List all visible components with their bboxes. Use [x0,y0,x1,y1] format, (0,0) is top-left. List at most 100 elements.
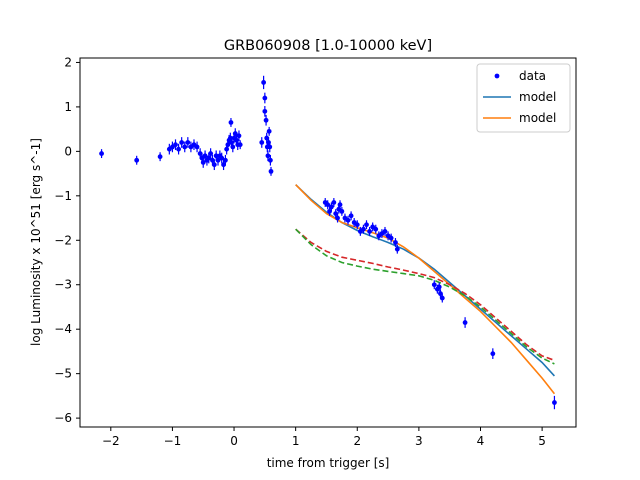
data-marker [382,228,388,234]
data-marker [236,133,242,139]
series-line-1 [295,184,556,395]
series-line-3 [295,228,555,365]
x-tick-label: −1 [164,434,182,448]
data-marker [194,144,200,150]
data-marker [364,222,369,228]
data-marker [215,157,221,163]
data-point [337,200,343,210]
x-tick-label: 2 [353,434,361,448]
data-point [157,152,163,162]
data-marker [200,160,206,165]
data-point [134,155,140,165]
data-marker [439,295,445,301]
data-point [361,224,366,234]
data-marker [552,400,557,405]
legend-label: model [519,90,556,104]
data-marker [325,202,331,208]
data-point [179,137,185,148]
data-marker [228,120,234,125]
data-marker [267,157,273,163]
data-marker [221,162,226,168]
data-marker [339,208,345,214]
data-marker [367,228,372,234]
data-point [431,280,437,290]
y-tick-label: 2 [64,55,72,69]
data-point [236,130,242,142]
data-marker [173,142,178,148]
data-marker [219,155,225,161]
chart-title: GRB060908 [1.0-10000 keV] [224,38,432,54]
data-point [436,282,442,292]
data-point [394,244,400,254]
data-marker [333,211,339,217]
data-point [211,159,217,171]
data-point [200,157,206,168]
data-marker [335,215,340,221]
legend-label: data [519,69,546,83]
data-point [373,224,379,234]
data-point [328,202,334,212]
data-marker [327,208,332,214]
data-point [262,106,268,117]
y-tick-label: −5 [54,367,72,381]
data-point [345,215,351,225]
data-point [173,139,178,151]
y-tick-label: −2 [54,233,72,247]
data-point [99,149,104,159]
y-tick-label: −3 [54,278,72,292]
data-point [439,293,445,303]
data-marker [265,153,271,159]
x-axis-ticks: −2 −1 0 1 2 3 4 5 [102,427,546,448]
data-marker [185,140,191,145]
data-marker [134,157,140,163]
legend-label: model [519,111,556,125]
data-marker [230,144,236,150]
legend-box [476,63,571,133]
data-point [266,126,272,136]
data-point [367,226,372,236]
data-point [348,211,354,221]
series-line-2 [295,228,555,362]
y-tick-label: −1 [54,189,72,203]
data-marker [328,204,334,210]
data-marker [223,157,228,163]
data-marker [337,202,343,208]
data-marker [268,168,274,174]
data-marker [262,95,268,101]
data-point [393,238,398,247]
data-point [382,226,388,236]
data-marker [208,151,214,156]
data-marker [462,320,468,325]
data-marker [237,142,243,148]
data-marker [267,144,273,150]
x-axis-label: time from trigger [s] [267,456,390,470]
data-point [354,220,360,230]
data-point [265,150,271,162]
y-axis-ticks: −6 −5 −4 −3 −2 −1 0 1 2 [54,55,80,425]
data-marker [373,226,379,232]
data-marker [210,157,215,163]
x-tick-label: 4 [477,434,485,448]
data-marker [438,291,443,297]
data-point [267,154,273,166]
y-tick-label: 0 [64,144,72,158]
data-marker [176,146,181,152]
data-point [230,141,236,153]
data-point [364,220,369,230]
x-tick-label: 3 [415,434,423,448]
data-point [232,128,238,139]
data-point [223,154,228,166]
data-marker [157,154,163,160]
data-point [552,395,557,410]
data-marker [179,140,185,145]
data-point [219,152,225,164]
data-point [228,118,234,127]
data-marker [331,200,337,205]
data-marker [388,235,394,241]
data-point [335,213,340,223]
y-tick-label: −4 [54,322,72,336]
data-marker [264,135,270,141]
data-marker [182,144,188,150]
data-point [462,317,468,328]
